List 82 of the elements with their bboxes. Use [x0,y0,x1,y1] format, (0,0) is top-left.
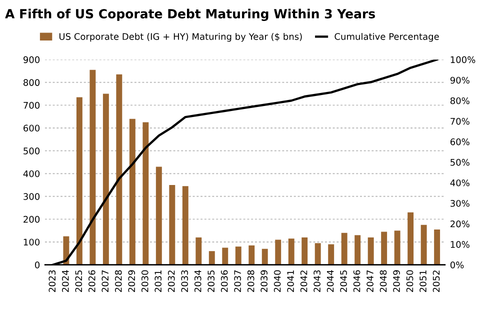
x-tick-label: 2042 [300,270,308,292]
y2-tick-label: 30% [450,200,470,207]
y-tick-label: 900 [23,56,40,64]
legend-label: Cumulative Percentage [334,32,439,42]
x-tick-label: 2050 [406,270,414,292]
bar [434,229,440,265]
x-tick-label: 2026 [88,270,96,292]
x-tick-label: 2031 [154,270,162,292]
x-tick-label: 2044 [326,270,334,292]
x-tick-label: 2028 [114,270,122,292]
x-tick-label: 2023 [48,270,56,292]
bar [248,245,255,265]
x-tick-label: 2052 [432,270,440,292]
bar [102,94,109,265]
x-tick-label: 2037 [234,270,241,292]
y2-tick-label: 0% [450,262,464,268]
y-tick-label: 400 [23,170,40,178]
bar [208,251,215,265]
bar [169,184,176,265]
x-tick-label: 2029 [128,270,136,292]
y-tick-label: 700 [24,102,40,109]
bar [222,248,228,265]
y2-tick-label: 60% [450,138,470,146]
y-tick-label: 600 [24,124,40,132]
bar [288,238,294,265]
y2-tick-label: 50% [450,158,470,166]
x-tick-label: 2024 [62,270,69,292]
bar [408,212,414,265]
x-tick-label: 2035 [208,270,215,292]
y2-tick-label: 70% [450,118,470,125]
y2-tick-label: 10% [450,241,470,248]
x-tick-label: 2047 [366,270,374,292]
bar [156,166,162,265]
bar [76,97,82,265]
legend-label: US Corporate Debt (IG + HY) Maturing by Year ($ bns) [59,32,302,42]
bar [129,118,136,265]
bar [302,237,308,265]
y2-tick-label: 80% [450,97,470,104]
x-tick-label: 2046 [353,270,360,292]
y2-tick-label: 90% [450,76,470,84]
x-tick-label: 2030 [141,270,148,292]
x-tick-label: 2039 [260,270,268,292]
bar [142,122,149,265]
y2-tick-label: 100% [450,56,476,64]
y-tick-label: 800 [24,79,40,86]
bar [381,232,388,265]
y-tick-label: 200 [24,216,40,223]
x-tick-label: 2036 [220,270,228,292]
y-tick-label: 500 [24,148,40,154]
bar [354,235,361,265]
y-tick-label: 300 [24,193,40,200]
bar [275,240,282,265]
y-tick-label: 100 [24,238,40,246]
x-tick-label: 2032 [168,270,175,292]
bar [420,224,427,265]
bar [235,246,242,265]
x-tick-label: 2041 [287,270,294,292]
x-tick-label: 2043 [314,270,320,292]
bar [196,237,202,265]
bar [90,70,96,265]
bar [314,243,321,265]
x-tick-label: 2045 [340,270,347,292]
x-tick-label: 2034 [194,270,202,292]
y-tick-label: 0 [34,262,40,268]
bar [182,186,188,265]
x-tick-label: 2048 [380,270,387,292]
bar [341,232,348,265]
x-tick-label: 2040 [274,270,281,292]
chart-title: A Fifth of US Coporate Debt Maturing Within 3 Years [5,8,375,21]
x-tick-label: 2025 [75,270,82,292]
bar [394,230,400,265]
x-tick-label: 2027 [102,270,109,292]
x-tick-label: 2033 [181,270,188,292]
bar [116,74,122,265]
bar [262,248,268,265]
y2-tick-label: 40% [450,179,470,186]
x-tick-label: 2051 [420,270,426,292]
bar [368,237,374,265]
bar [328,244,334,265]
x-tick-label: 2038 [247,270,254,292]
y2-tick-label: 20% [450,220,470,228]
x-tick-label: 2049 [393,270,400,292]
